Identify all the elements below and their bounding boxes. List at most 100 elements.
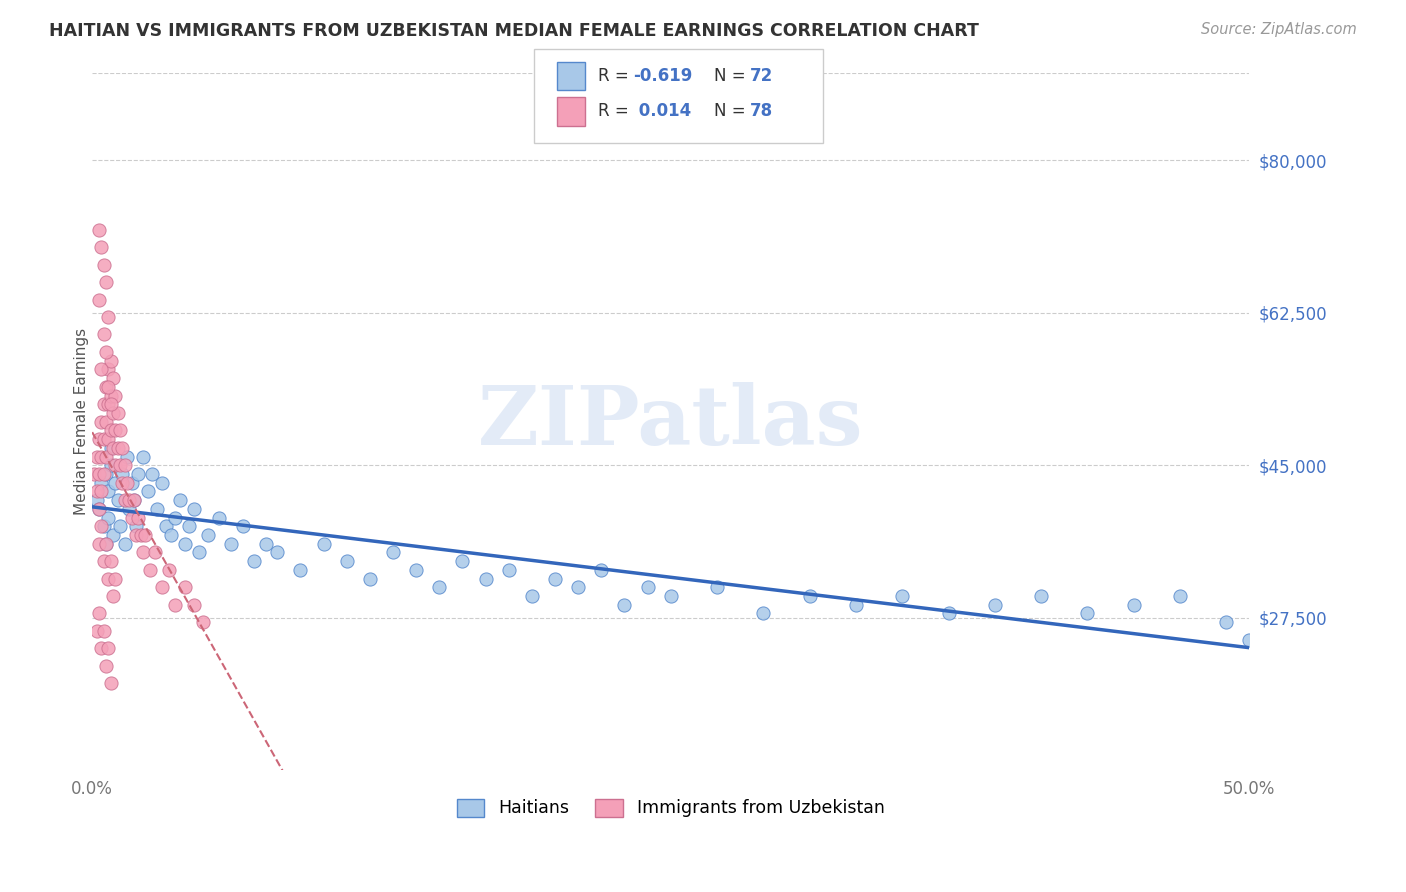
- Point: [111, 441, 134, 455]
- Point: [752, 607, 775, 621]
- Point: [187, 545, 209, 559]
- Point: [90, 641, 112, 656]
- Point: [93, 519, 115, 533]
- Point: [94, 537, 117, 551]
- Text: R =: R =: [598, 67, 634, 85]
- Point: [104, 388, 127, 402]
- Text: N =: N =: [714, 67, 751, 85]
- Point: [544, 572, 567, 586]
- Point: [93, 467, 115, 481]
- Point: [97, 484, 120, 499]
- Point: [129, 528, 152, 542]
- Point: [107, 406, 129, 420]
- Point: [520, 589, 543, 603]
- Point: [100, 423, 122, 437]
- Point: [254, 537, 277, 551]
- Point: [1122, 598, 1144, 612]
- Point: [193, 615, 215, 629]
- Point: [87, 223, 110, 237]
- Point: [405, 563, 427, 577]
- Point: [160, 528, 183, 542]
- Point: [474, 572, 496, 586]
- Point: [591, 563, 613, 577]
- Point: [232, 519, 254, 533]
- Point: [86, 450, 108, 464]
- Point: [1239, 632, 1261, 647]
- Point: [108, 458, 131, 473]
- Point: [97, 572, 120, 586]
- Point: [122, 493, 145, 508]
- Point: [94, 275, 117, 289]
- Point: [165, 510, 187, 524]
- Point: [87, 467, 110, 481]
- Point: [114, 458, 136, 473]
- Point: [101, 371, 124, 385]
- Point: [132, 545, 155, 559]
- Text: 72: 72: [749, 67, 773, 85]
- Text: N =: N =: [714, 103, 751, 120]
- Point: [94, 537, 117, 551]
- Point: [94, 415, 117, 429]
- Point: [87, 537, 110, 551]
- Point: [94, 450, 117, 464]
- Point: [87, 607, 110, 621]
- Point: [127, 510, 149, 524]
- Point: [108, 423, 131, 437]
- Point: [90, 475, 112, 490]
- Point: [141, 467, 163, 481]
- Point: [243, 554, 266, 568]
- Point: [150, 580, 173, 594]
- Point: [312, 537, 335, 551]
- Point: [173, 580, 195, 594]
- Point: [1168, 589, 1191, 603]
- Point: [107, 493, 129, 508]
- Point: [87, 293, 110, 307]
- Point: [382, 545, 405, 559]
- Point: [613, 598, 636, 612]
- Point: [118, 501, 141, 516]
- Point: [94, 345, 117, 359]
- Point: [93, 432, 115, 446]
- Point: [100, 441, 122, 455]
- Point: [938, 607, 960, 621]
- Point: [104, 458, 127, 473]
- Point: [150, 475, 173, 490]
- Text: ZIPatlas: ZIPatlas: [478, 382, 863, 462]
- Point: [136, 484, 159, 499]
- Point: [104, 423, 127, 437]
- Point: [86, 493, 108, 508]
- Point: [100, 554, 122, 568]
- Point: [845, 598, 868, 612]
- Point: [93, 397, 115, 411]
- Point: [1029, 589, 1052, 603]
- Point: [100, 676, 122, 690]
- Point: [127, 467, 149, 481]
- Point: [157, 563, 180, 577]
- Text: HAITIAN VS IMMIGRANTS FROM UZBEKISTAN MEDIAN FEMALE EARNINGS CORRELATION CHART: HAITIAN VS IMMIGRANTS FROM UZBEKISTAN ME…: [49, 22, 979, 40]
- Point: [359, 572, 381, 586]
- Point: [90, 415, 112, 429]
- Point: [90, 240, 112, 254]
- Point: [90, 362, 112, 376]
- Point: [169, 493, 191, 508]
- Point: [125, 519, 148, 533]
- Point: [165, 598, 187, 612]
- Point: [1215, 615, 1237, 629]
- Point: [498, 563, 520, 577]
- Point: [101, 406, 124, 420]
- Point: [97, 432, 120, 446]
- Point: [97, 310, 120, 324]
- Point: [111, 475, 134, 490]
- Point: [114, 537, 136, 551]
- Point: [121, 475, 143, 490]
- Point: [86, 624, 108, 638]
- Point: [891, 589, 914, 603]
- Point: [107, 441, 129, 455]
- Point: [125, 528, 148, 542]
- Point: [93, 258, 115, 272]
- Point: [427, 580, 450, 594]
- Point: [97, 362, 120, 376]
- Point: [90, 450, 112, 464]
- Point: [1076, 607, 1098, 621]
- Point: [132, 450, 155, 464]
